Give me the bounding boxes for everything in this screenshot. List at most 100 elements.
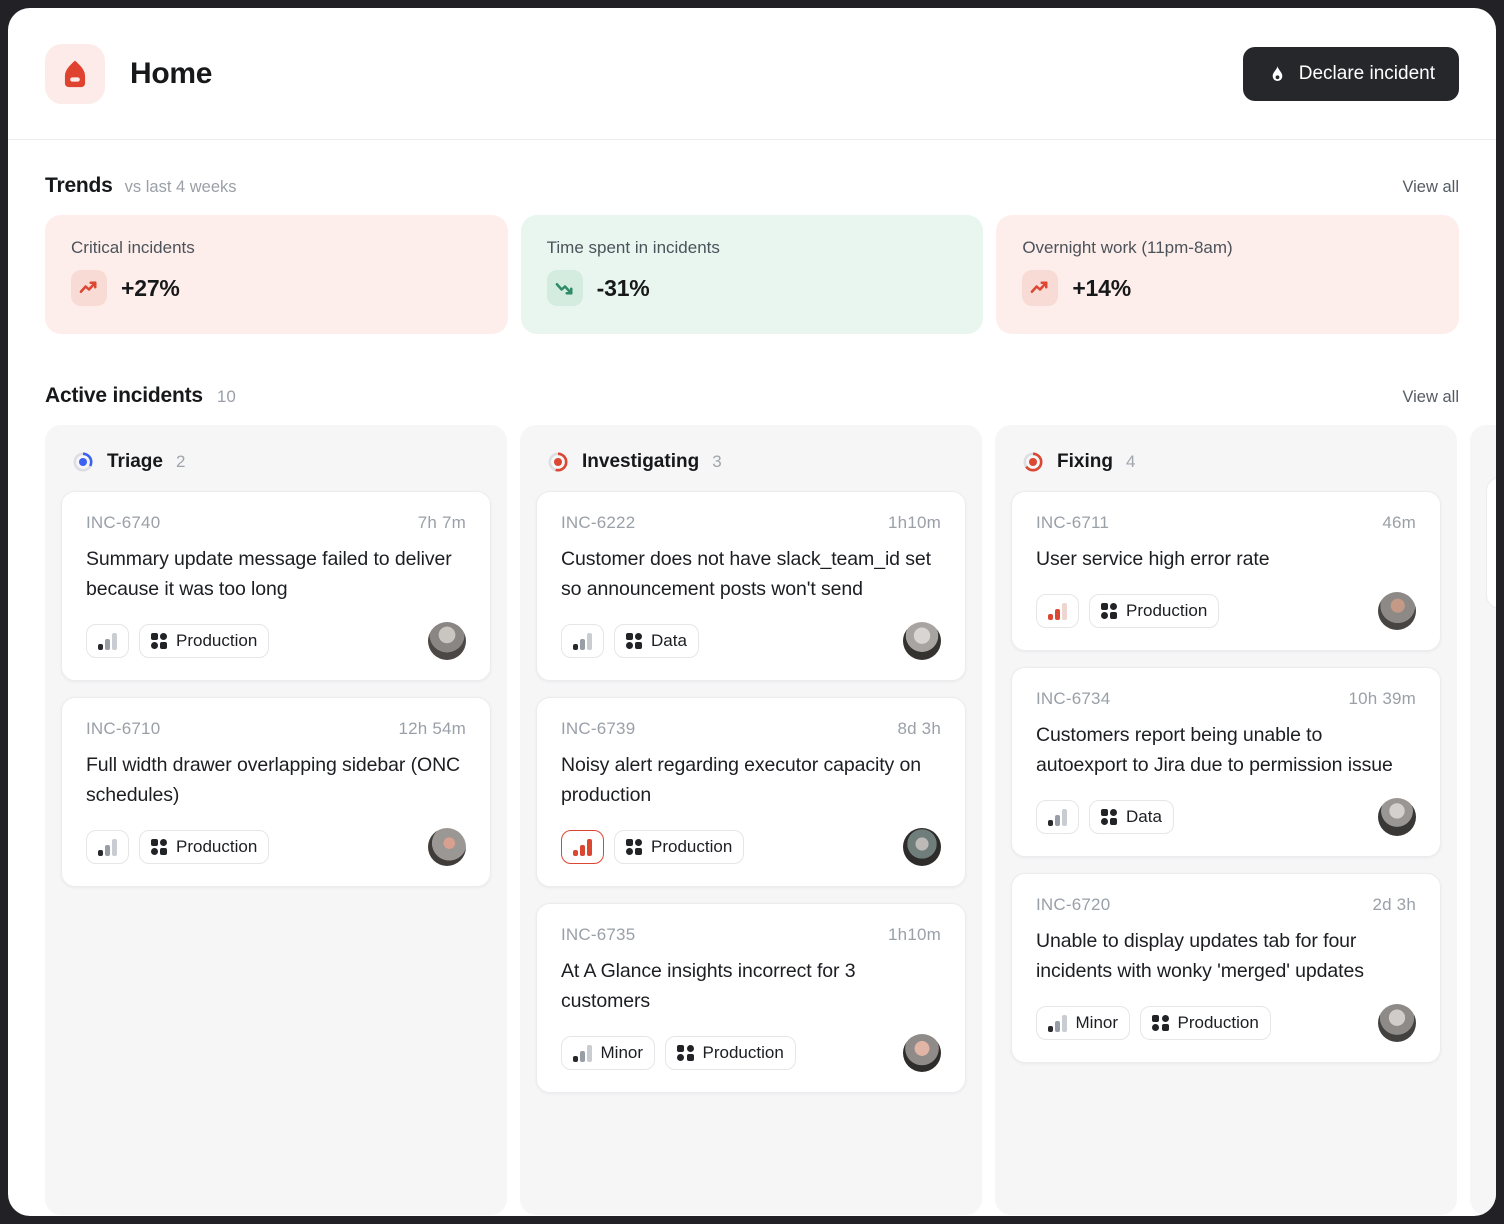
column-count: 4 [1125, 452, 1136, 471]
tag-badge[interactable]: Production [613, 830, 745, 864]
trends-subtitle: vs last 4 weeks [124, 178, 237, 196]
assignee-avatar[interactable] [428, 828, 466, 866]
severity-badge[interactable] [86, 830, 129, 864]
column-name: Investigating [582, 451, 700, 472]
column-triage: Triage 2 INC-6740 7h 7m Summary update m… [45, 425, 507, 1215]
assignee-avatar[interactable] [1378, 592, 1416, 630]
grid-icon [625, 838, 642, 856]
trend-label: Critical incidents [71, 238, 195, 257]
incident-duration: 7h 7m [417, 513, 466, 532]
incident-card[interactable]: INC-6222 1h10m Customer does not have sl… [536, 491, 966, 681]
column-count: 2 [175, 452, 186, 471]
severity-badge[interactable] [86, 624, 129, 658]
assignee-avatar[interactable] [903, 1034, 941, 1072]
page-content: Trends vs last 4 weeks View all Critical… [8, 174, 1496, 1215]
severity-bars-icon [1048, 809, 1067, 826]
assignee-avatar[interactable] [428, 622, 466, 660]
tag-badge[interactable]: Production [138, 830, 270, 864]
incident-id: INC-6740 [86, 513, 161, 532]
grid-icon [1100, 808, 1117, 826]
trend-up-icon [71, 270, 107, 306]
incident-id: INC-6735 [561, 925, 636, 944]
column-header: Investigating 3 [520, 425, 982, 483]
incident-duration: 8d 3h [897, 719, 941, 738]
grid-icon [625, 632, 642, 650]
column-name: Fixing [1057, 451, 1113, 472]
incident-id: INC-6711 [1036, 513, 1110, 532]
page-header: Home Declare incident [8, 8, 1496, 140]
incident-card[interactable]: INC-6740 7h 7m Summary update message fa… [61, 491, 491, 681]
severity-bars-icon [98, 633, 117, 650]
page-title: Home [130, 57, 213, 90]
severity-badge-critical[interactable] [561, 830, 604, 864]
tag-label: Data [1126, 807, 1162, 826]
incident-card[interactable]: INC-6711 46m User service high error rat… [1011, 491, 1441, 651]
tag-label: Production [176, 837, 258, 856]
column-header: Fixing 4 [995, 425, 1457, 483]
status-ring-icon [73, 452, 93, 472]
incident-title: Noisy alert regarding executor capacity … [561, 754, 921, 806]
column-partial [1470, 425, 1496, 1215]
tag-label: Production [176, 631, 258, 650]
house-icon [64, 60, 86, 88]
tag-badge[interactable]: Production [1140, 1006, 1271, 1040]
active-view-all-link[interactable]: View all [1402, 388, 1459, 406]
declare-incident-button[interactable]: Declare incident [1242, 47, 1459, 101]
incident-card[interactable]: INC-6734 10h 39m Customers report being … [1011, 667, 1441, 857]
incident-title: User service high error rate [1036, 548, 1270, 570]
tag-badge[interactable]: Production [665, 1036, 796, 1070]
severity-badge-major[interactable] [1036, 594, 1079, 628]
trend-card-time-spent[interactable]: Time spent in incidents -31% [520, 215, 984, 334]
assignee-avatar[interactable] [1378, 798, 1416, 836]
assignee-avatar[interactable] [1378, 1004, 1416, 1042]
column-fixing: Fixing 4 INC-6711 46m User service high … [995, 425, 1457, 1215]
flame-icon [1272, 65, 1283, 81]
tag-label: Production [702, 1043, 784, 1062]
severity-bars-icon [573, 839, 592, 856]
incident-card[interactable]: INC-6735 1h10m At A Glance insights inco… [536, 903, 966, 1093]
severity-bars-icon [1048, 603, 1067, 620]
incident-board: Triage 2 INC-6740 7h 7m Summary update m… [45, 425, 1496, 1215]
trend-value: +27% [121, 274, 180, 301]
assignee-avatar[interactable] [903, 622, 941, 660]
active-incidents-title: Active incidents [45, 384, 203, 407]
tag-badge[interactable]: Data [1088, 800, 1174, 834]
status-ring-icon [548, 452, 568, 472]
declare-incident-label: Declare incident [1298, 63, 1435, 84]
tag-badge[interactable]: Production [1088, 594, 1220, 628]
severity-badge-minor[interactable]: Minor [561, 1036, 656, 1070]
severity-badge-minor[interactable]: Minor [1036, 1006, 1131, 1040]
incident-id: INC-6720 [1036, 895, 1111, 914]
grid-icon [150, 838, 167, 856]
active-incidents-count: 10 [216, 387, 236, 406]
severity-bars-icon [573, 1045, 592, 1062]
trend-label: Time spent in incidents [546, 238, 720, 257]
column-name: Triage [107, 451, 163, 472]
incident-card[interactable]: INC-6739 8d 3h Noisy alert regarding exe… [536, 697, 966, 887]
incident-duration: 1h10m [888, 925, 941, 944]
trends-view-all-link[interactable]: View all [1402, 178, 1459, 196]
trend-card-overnight-work[interactable]: Overnight work (11pm-8am) +14% [996, 215, 1459, 334]
incident-card[interactable]: INC-6710 12h 54m Full width drawer overl… [61, 697, 491, 887]
incident-title: Customer does not have slack_team_id set… [561, 548, 931, 600]
severity-label: Minor [1075, 1013, 1119, 1032]
home-page: Home Declare incident Trends vs last 4 w… [8, 8, 1496, 1216]
grid-icon [150, 632, 167, 650]
tag-badge[interactable]: Production [138, 624, 270, 658]
tag-badge[interactable]: Data [613, 624, 699, 658]
trends-header: Trends vs last 4 weeks View all [45, 174, 1459, 198]
severity-badge[interactable] [561, 624, 604, 658]
trend-value: -31% [596, 274, 650, 301]
status-ring-icon [1023, 452, 1043, 472]
trend-down-icon [546, 270, 583, 306]
incident-card[interactable]: INC-6720 2d 3h Unable to display updates… [1011, 873, 1441, 1063]
incident-duration: 46m [1382, 513, 1416, 532]
trend-card-critical-incidents[interactable]: Critical incidents +27% [45, 215, 508, 334]
severity-bars-icon [98, 839, 117, 856]
assignee-avatar[interactable] [903, 828, 941, 866]
trends-title: Trends [45, 174, 113, 197]
incident-duration: 2d 3h [1372, 895, 1416, 914]
incident-title: At A Glance insights incorrect for 3 cus… [561, 960, 856, 1012]
severity-badge[interactable] [1036, 800, 1079, 834]
